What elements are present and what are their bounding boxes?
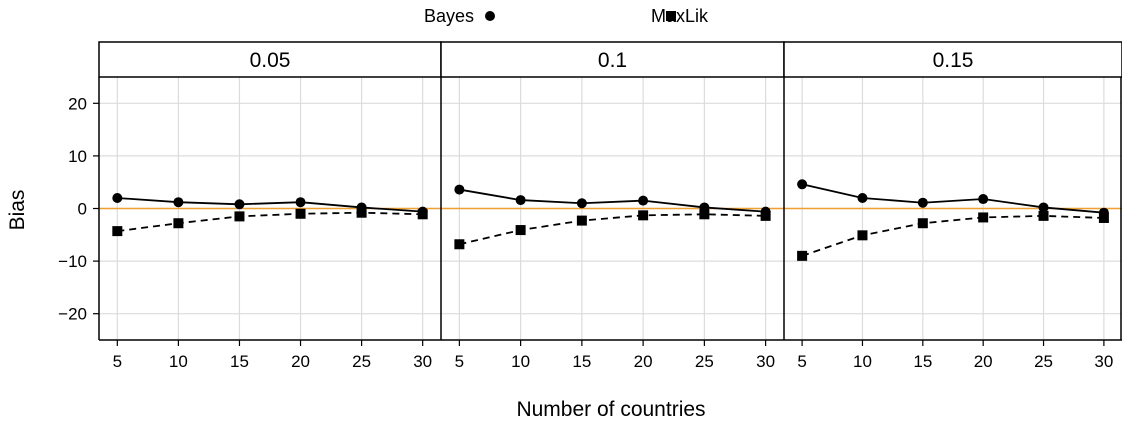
x-tick-label: 10 (853, 352, 872, 371)
x-tick-label: 10 (511, 352, 530, 371)
data-point-maxlik (295, 208, 306, 219)
facet-strip-label: 0.05 (250, 49, 291, 72)
data-point-bayes (978, 194, 989, 205)
data-point-maxlik (112, 226, 123, 237)
data-point-maxlik (515, 225, 526, 236)
y-tick-label: 20 (68, 94, 87, 113)
legend-marker-square-icon (666, 11, 676, 21)
x-tick-label: 30 (413, 352, 432, 371)
x-tick-label: 15 (230, 352, 249, 371)
data-point-maxlik (638, 210, 649, 221)
facet-strip (783, 41, 1122, 78)
x-tick-label: 15 (913, 352, 932, 371)
data-point-bayes (638, 195, 649, 206)
data-point-bayes (295, 197, 306, 208)
x-tick-label: 30 (756, 352, 775, 371)
x-tick-label: 20 (634, 352, 653, 371)
data-point-bayes (515, 195, 526, 206)
data-point-maxlik (454, 239, 465, 250)
series-line-maxlik (117, 211, 423, 233)
facet-strip (98, 41, 442, 78)
y-tick-label: −20 (58, 305, 87, 324)
series-line-bayes (459, 188, 766, 213)
y-axis-title: Bias (6, 190, 29, 231)
data-point-bayes (112, 192, 123, 203)
x-tick-label: 10 (169, 352, 188, 371)
series-line-maxlik (801, 214, 1104, 257)
x-tick-label: 15 (572, 352, 591, 371)
x-axis-title: Number of countries (516, 398, 705, 421)
series-line-maxlik (459, 213, 766, 246)
y-tick-label: −10 (58, 252, 87, 271)
data-point-maxlik (417, 209, 428, 220)
x-tick-label: 25 (352, 352, 371, 371)
data-point-maxlik (1038, 210, 1049, 221)
legend-marker-circle-icon (485, 11, 495, 21)
data-point-bayes (234, 199, 245, 210)
panel-0.05: 0.05 5 10 15 20 25 30 (98, 41, 442, 371)
y-tick-label: 10 (68, 147, 87, 166)
data-point-maxlik (797, 250, 808, 261)
legend-label-maxlik: MaxLik (651, 6, 709, 26)
panel-0.1: 0.1 5 10 15 20 25 30 (440, 41, 785, 371)
data-point-bayes (454, 184, 465, 195)
facet-strip-label: 0.1 (598, 49, 627, 72)
x-tick-label: 25 (695, 352, 714, 371)
data-point-maxlik (857, 230, 868, 241)
panels: 0.055 10 15 20 25 300.15 10 15 20 25 300.155 10 15 20… (98, 41, 1122, 371)
data-point-bayes (917, 197, 928, 208)
facet-strip (440, 41, 785, 78)
data-point-bayes (576, 198, 587, 209)
data-point-bayes (857, 192, 868, 203)
x-tick-label: 5 (113, 352, 122, 371)
data-point-maxlik (576, 215, 587, 226)
x-tick-label: 5 (455, 352, 464, 371)
data-point-maxlik (173, 218, 184, 229)
data-point-maxlik (760, 210, 771, 221)
x-tick-label: 5 (797, 352, 806, 371)
facet-strip-label: 0.15 (933, 49, 974, 72)
legend: Bayes MaxLik (424, 6, 709, 26)
panel-0.15: 0.15 5 10 15 20 25 30 (783, 41, 1122, 371)
x-tick-label: 20 (291, 352, 310, 371)
series-line-bayes (117, 197, 423, 213)
data-point-maxlik (699, 209, 710, 220)
x-tick-label: 20 (974, 352, 993, 371)
data-point-maxlik (917, 218, 928, 229)
data-point-maxlik (978, 212, 989, 223)
data-point-bayes (173, 197, 184, 208)
legend-label-bayes: Bayes (424, 6, 474, 26)
data-point-maxlik (1098, 212, 1109, 223)
y-axis: −20 −10 0 10 20 (58, 94, 99, 324)
x-tick-label: 30 (1094, 352, 1113, 371)
data-point-maxlik (234, 211, 245, 222)
y-tick-label: 0 (78, 200, 87, 219)
series-line-bayes (801, 183, 1104, 214)
data-point-maxlik (356, 207, 367, 218)
data-point-bayes (797, 179, 808, 190)
data-point-bayes (1038, 202, 1049, 213)
x-tick-label: 25 (1034, 352, 1053, 371)
